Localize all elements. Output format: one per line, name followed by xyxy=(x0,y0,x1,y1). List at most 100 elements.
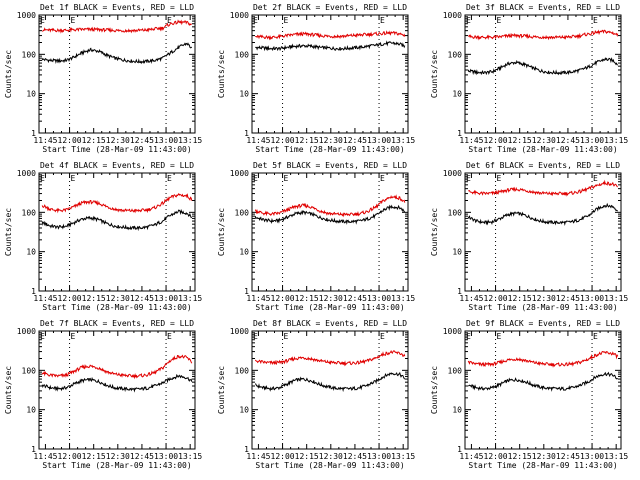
x-tick-label: 12:00 xyxy=(271,294,295,303)
x-tick-label: 12:30 xyxy=(106,294,130,303)
chart-title: Det 8f BLACK = Events, RED = LLD xyxy=(253,319,407,328)
y-tick-label: 1000 xyxy=(230,169,249,178)
time-marker-label: E xyxy=(497,16,502,25)
x-tick-label: 13:15 xyxy=(178,294,202,303)
series-line-events xyxy=(255,40,406,52)
start-marker-label: E xyxy=(253,174,258,183)
x-tick-label: 13:00 xyxy=(154,452,178,461)
series-line-events xyxy=(467,57,618,76)
y-tick-label: 1 xyxy=(244,287,249,296)
x-tick-label: 13:00 xyxy=(580,294,604,303)
y-tick-label: 100 xyxy=(448,366,463,375)
series-line-lld xyxy=(42,19,192,34)
x-tick-label: 12:45 xyxy=(343,294,367,303)
y-tick-label: 10 xyxy=(26,406,36,415)
x-tick-label: 12:45 xyxy=(130,136,154,145)
chart-title: Det 1f BLACK = Events, RED = LLD xyxy=(40,3,194,12)
x-tick-label: 11:45 xyxy=(459,136,483,145)
y-axis-label: Counts/sec xyxy=(430,366,439,414)
y-tick-label: 1000 xyxy=(230,327,249,336)
y-axis-label: Counts/sec xyxy=(217,208,226,256)
time-marker-label: E xyxy=(167,332,172,341)
start-marker-label: E xyxy=(466,332,471,341)
y-tick-label: 10 xyxy=(26,90,36,99)
chart-panel-5: Det 5f BLACK = Events, RED = LLD 1 10 100 10… xyxy=(217,161,415,312)
x-axis-label: Start Time (28-Mar-09 11:43:00) xyxy=(255,145,404,154)
x-tick-label: 12:30 xyxy=(319,294,343,303)
y-tick-label: 1 xyxy=(31,445,36,454)
time-marker-label: E xyxy=(167,16,172,25)
x-tick-label: 12:45 xyxy=(343,452,367,461)
x-tick-label: 12:15 xyxy=(508,294,532,303)
x-tick-label: 12:45 xyxy=(130,294,154,303)
x-tick-label: 12:00 xyxy=(58,136,82,145)
chart-panel-3: Det 3f BLACK = Events, RED = LLD 1 10 100 10… xyxy=(430,3,628,154)
plot-frame xyxy=(38,330,196,450)
start-marker-label: E xyxy=(253,332,258,341)
plot-frame xyxy=(38,172,196,292)
x-tick-label: 12:45 xyxy=(343,136,367,145)
x-tick-label: 12:30 xyxy=(319,136,343,145)
y-tick-label: 1 xyxy=(244,129,249,138)
x-axis-label: Start Time (28-Mar-09 11:43:00) xyxy=(42,461,191,470)
x-tick-label: 13:15 xyxy=(178,452,202,461)
x-tick-label: 12:15 xyxy=(295,136,319,145)
start-marker-label: E xyxy=(40,332,45,341)
y-tick-label: 100 xyxy=(235,366,250,375)
x-tick-label: 12:45 xyxy=(130,452,154,461)
x-axis-label: Start Time (28-Mar-09 11:43:00) xyxy=(468,145,617,154)
start-marker-label: E xyxy=(466,16,471,25)
series-line-events xyxy=(41,42,193,65)
x-tick-label: 13:15 xyxy=(391,294,415,303)
x-tick-label: 12:15 xyxy=(295,452,319,461)
series-line-events xyxy=(467,202,618,226)
x-tick-label: 12:45 xyxy=(556,294,580,303)
y-tick-label: 1 xyxy=(31,129,36,138)
x-tick-label: 12:00 xyxy=(484,136,508,145)
x-tick-label: 13:15 xyxy=(604,136,628,145)
x-tick-label: 12:15 xyxy=(82,136,106,145)
series-line-lld xyxy=(468,179,618,197)
x-tick-label: 12:15 xyxy=(508,136,532,145)
series-line-events xyxy=(254,371,406,393)
x-tick-label: 12:00 xyxy=(58,452,82,461)
y-tick-label: 1000 xyxy=(443,327,462,336)
plot-frame xyxy=(251,172,409,292)
y-tick-label: 1000 xyxy=(17,169,36,178)
x-tick-label: 12:00 xyxy=(271,136,295,145)
chart-title: Det 9f BLACK = Events, RED = LLD xyxy=(466,319,620,328)
x-tick-label: 12:00 xyxy=(484,452,508,461)
y-tick-label: 1000 xyxy=(443,169,462,178)
time-marker-label: E xyxy=(497,332,502,341)
y-tick-label: 100 xyxy=(22,208,37,217)
x-axis-label: Start Time (28-Mar-09 11:43:00) xyxy=(42,145,191,154)
time-marker-label: E xyxy=(284,174,289,183)
x-tick-label: 13:00 xyxy=(367,294,391,303)
plot-frame xyxy=(38,14,196,134)
x-axis-label: Start Time (28-Mar-09 11:43:00) xyxy=(42,303,191,312)
chart-panel-1: Det 1f BLACK = Events, RED = LLD 1 10 100 10… xyxy=(4,3,202,154)
x-tick-label: 13:00 xyxy=(154,136,178,145)
x-tick-label: 13:15 xyxy=(178,136,202,145)
x-tick-label: 12:15 xyxy=(508,452,532,461)
chart-title: Det 2f BLACK = Events, RED = LLD xyxy=(253,3,407,12)
series-line-lld xyxy=(255,30,406,41)
chart-panel-9: Det 9f BLACK = Events, RED = LLD 1 10 100 10… xyxy=(430,319,628,470)
y-tick-label: 1 xyxy=(457,287,462,296)
x-tick-label: 12:30 xyxy=(532,294,556,303)
y-tick-label: 10 xyxy=(452,248,462,257)
start-marker-label: E xyxy=(40,174,45,183)
time-marker-label: E xyxy=(380,174,385,183)
y-axis-label: Counts/sec xyxy=(217,366,226,414)
y-tick-label: 100 xyxy=(22,366,37,375)
x-tick-label: 13:00 xyxy=(367,136,391,145)
time-marker-label: E xyxy=(380,16,385,25)
y-tick-label: 10 xyxy=(452,90,462,99)
y-tick-label: 100 xyxy=(22,50,37,59)
y-tick-label: 1 xyxy=(457,445,462,454)
series-line-lld xyxy=(467,350,619,368)
start-marker-label: E xyxy=(40,16,45,25)
chart-title: Det 7f BLACK = Events, RED = LLD xyxy=(40,319,194,328)
series-line-lld xyxy=(254,349,406,367)
